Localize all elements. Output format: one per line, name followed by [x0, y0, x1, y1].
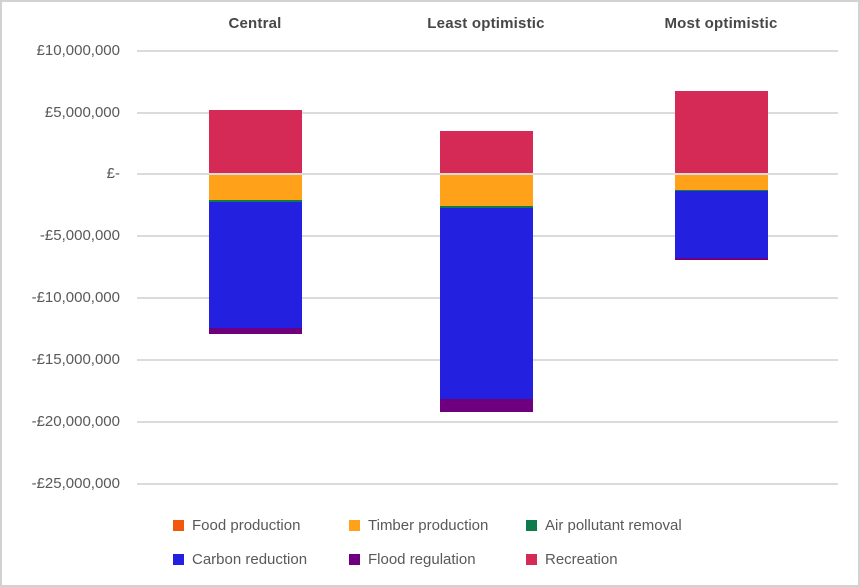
y-tick-label: £10,000,000	[36, 41, 120, 59]
legend-swatch-icon	[526, 553, 537, 565]
legend-label: Carbon reduction	[192, 550, 308, 568]
bar-least-optimistic-carbon-reduction[interactable]	[439, 207, 533, 399]
bar-most-optimistic-flood-regulation[interactable]	[674, 258, 768, 261]
column-header-least-optimistic: Least optimistic	[427, 15, 545, 32]
legend-item-air-pollutant-removal[interactable]: Air pollutant removal	[526, 516, 682, 534]
legend-item-timber-production[interactable]: Timber production	[349, 516, 489, 534]
y-tick-label: -£5,000,000	[39, 227, 120, 245]
bar-least-optimistic-air-pollutant-removal[interactable]	[439, 206, 533, 208]
gridline-25-000-000	[137, 482, 838, 485]
legend-item-flood-regulation[interactable]: Flood regulation	[349, 550, 476, 568]
y-tick-label: -£10,000,000	[31, 289, 120, 307]
column-header-most-optimistic: Most optimistic	[664, 15, 778, 32]
gridline-20-000-000	[137, 420, 838, 423]
y-tick-label: -£15,000,000	[31, 350, 120, 368]
legend-swatch-icon	[349, 553, 360, 565]
bar-central-recreation[interactable]	[208, 110, 302, 174]
legend-item-food-production[interactable]: Food production	[173, 516, 301, 534]
legend-item-carbon-reduction[interactable]: Carbon reduction	[173, 550, 308, 568]
bar-most-optimistic-timber-production[interactable]	[674, 175, 768, 191]
y-tick-label: -£20,000,000	[31, 412, 120, 430]
column-header-central: Central	[228, 15, 282, 32]
bar-central-carbon-reduction[interactable]	[208, 201, 302, 328]
legend-label: Air pollutant removal	[545, 516, 682, 534]
legend-swatch-icon	[173, 519, 184, 531]
bar-most-optimistic-recreation[interactable]	[674, 90, 768, 174]
legend-swatch-icon	[526, 519, 537, 531]
gridline-5-000-000	[137, 111, 838, 114]
y-tick-label: £-	[106, 165, 120, 183]
legend-swatch-icon	[173, 553, 184, 565]
bar-least-optimistic-flood-regulation[interactable]	[439, 398, 533, 413]
bar-most-optimistic-air-pollutant-removal[interactable]	[674, 190, 768, 192]
gridline-10-000-000	[137, 49, 838, 52]
bar-central-timber-production[interactable]	[208, 175, 302, 201]
legend-label: Flood regulation	[368, 550, 476, 568]
legend-label: Food production	[192, 516, 301, 534]
legend-swatch-icon	[349, 519, 360, 531]
legend-item-recreation[interactable]: Recreation	[526, 550, 618, 568]
legend-label: Timber production	[368, 516, 489, 534]
y-tick-label: £5,000,000	[44, 103, 120, 121]
bar-least-optimistic-recreation[interactable]	[439, 131, 533, 174]
y-tick-label: -£25,000,000	[31, 474, 120, 492]
bar-least-optimistic-timber-production[interactable]	[439, 175, 533, 207]
bar-central-flood-regulation[interactable]	[208, 327, 302, 334]
bar-most-optimistic-carbon-reduction[interactable]	[674, 191, 768, 259]
bar-central-air-pollutant-removal[interactable]	[208, 200, 302, 202]
gridline-	[137, 173, 838, 176]
legend-label: Recreation	[545, 550, 618, 568]
